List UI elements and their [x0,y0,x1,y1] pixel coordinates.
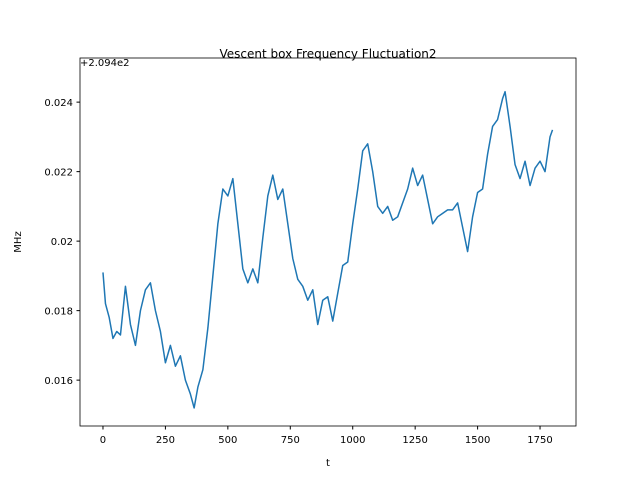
x-tick-label: 1000 [340,435,365,446]
y-axis-label: MHz [13,231,24,252]
x-tick-label: 1750 [527,435,552,446]
x-tick-label: 750 [281,435,300,446]
x-tick-label: 1500 [465,435,490,446]
x-tick-label: 0 [100,435,106,446]
y-offset-label: +2.094e2 [80,58,130,69]
data-line [102,90,554,409]
x-tick-label: 250 [156,435,175,446]
x-axis-label: t [326,458,330,469]
x-tick-label: 1250 [402,435,427,446]
y-tick-label: 0.024 [44,98,73,109]
y-tick-label: 0.022 [44,168,73,179]
y-tick-label: 0.016 [44,376,73,387]
y-tick-label: 0.02 [51,237,73,248]
x-tick-label: 500 [218,435,237,446]
y-tick-label: 0.018 [44,307,73,318]
plot-frame [79,57,577,427]
chart-title: Vescent box Frequency Fluctuation2 [219,47,436,61]
